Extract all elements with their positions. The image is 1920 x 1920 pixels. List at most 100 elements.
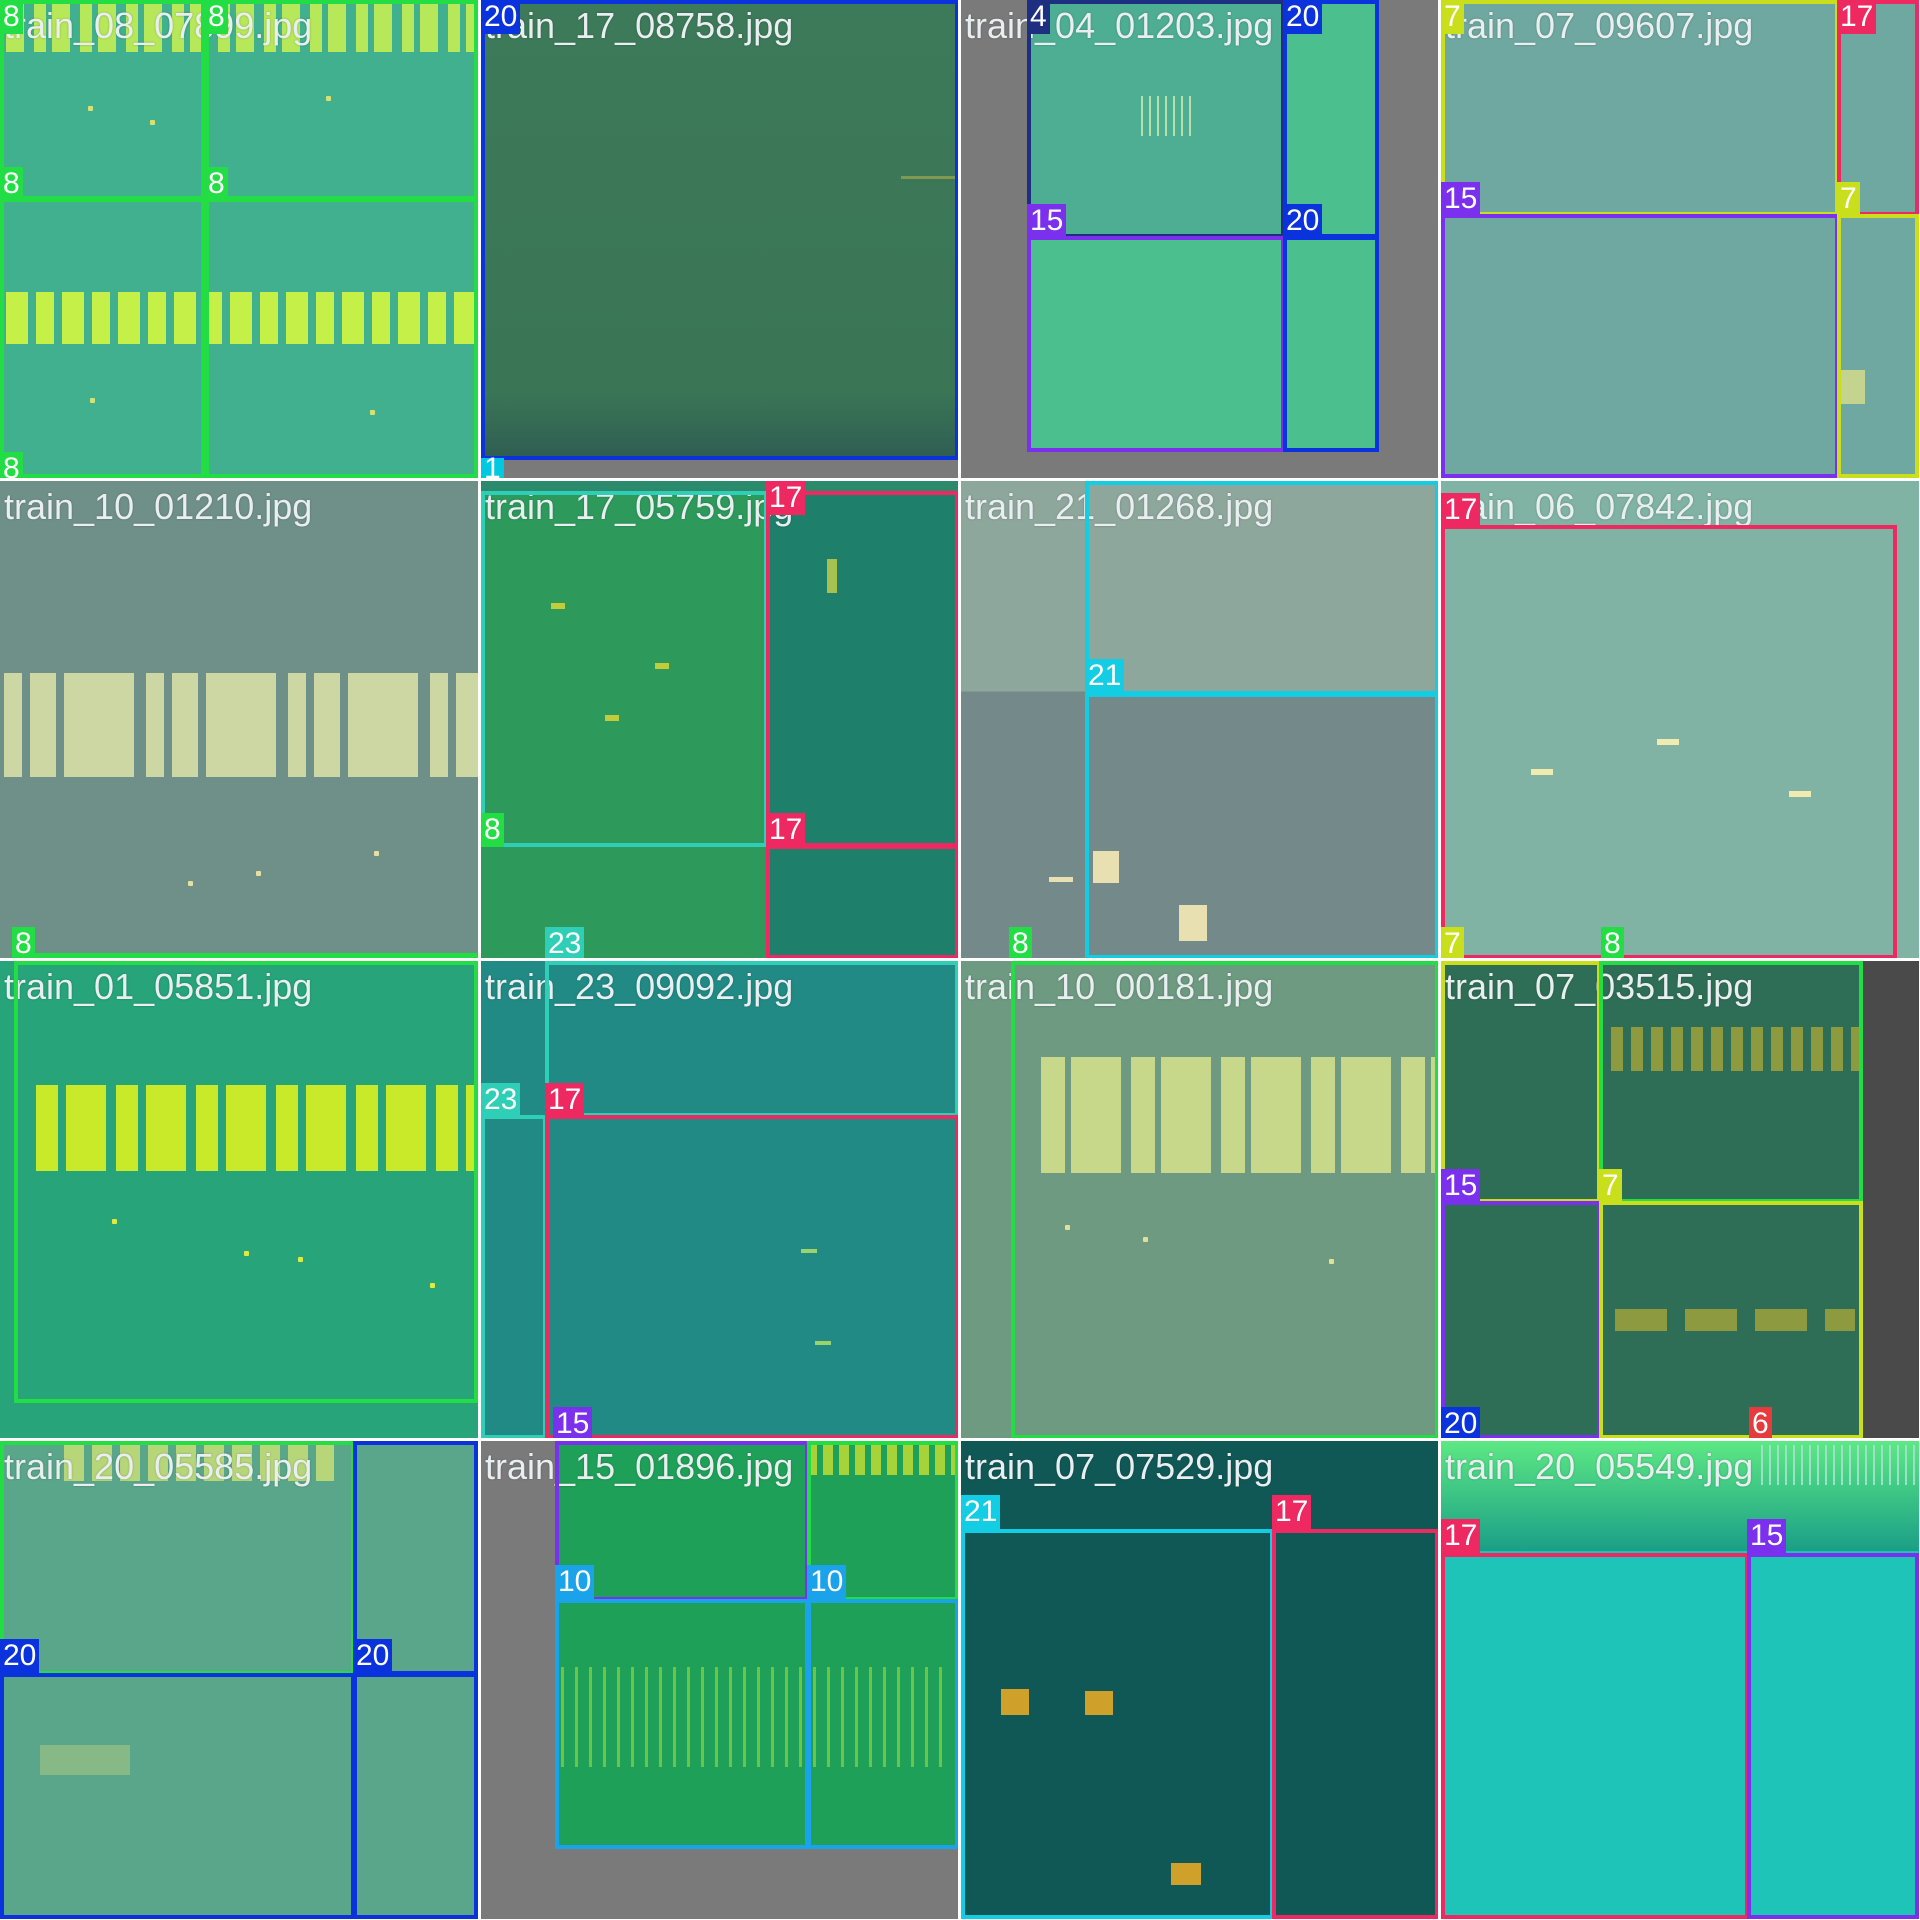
signal-trace [655,663,669,669]
signal-band [6,292,478,344]
signal-band [1841,370,1865,404]
signal-trace [1789,791,1811,797]
class-label: 17 [1441,1519,1481,1553]
signal-dot [150,120,155,125]
signal-burst [1171,1863,1201,1885]
class-label: 7 [1599,1169,1622,1203]
signal-band [1615,1309,1855,1331]
class-label: 8 [1009,927,1032,959]
class-label: 17 [766,813,806,847]
spectrogram-image [481,491,766,959]
class-label: 23 [481,1083,521,1117]
class-label: 20 [0,1639,40,1673]
signal-dot [188,881,193,886]
signal-burst [1085,1691,1113,1715]
class-label: 23 [545,927,585,959]
bounding-box [807,1599,959,1849]
signal-band [1761,1445,1919,1485]
class-label: 17 [766,481,806,515]
grid-separator [0,958,1920,961]
class-label: 17 [1272,1495,1312,1529]
class-label: 17 [1837,0,1877,34]
spectrogram-image [766,491,959,959]
tile-train-04-01203: train_04_01203.jpg 4 20 15 20 [961,0,1439,478]
bounding-box [1027,0,1285,238]
class-label: 8 [1601,927,1624,959]
class-label: 15 [1027,204,1067,238]
tile-train-06-07842: train_06_07842.jpg 17 7 8 [1441,481,1919,959]
bounding-box [1599,1201,1863,1439]
signal-burst [1179,905,1207,941]
signal-band [6,4,478,52]
signal-trace [1657,739,1679,745]
bounding-box [1441,214,1839,478]
signal-band [1041,1057,1439,1173]
bounding-box [766,845,959,959]
signal-dot [326,96,331,101]
bounding-box [766,491,959,847]
bounding-box [481,1115,547,1439]
signal-trace [827,559,837,593]
image-filename: train_10_01210.jpg [4,486,313,527]
bounding-box [481,491,768,847]
signal-dot [256,871,261,876]
class-label: 21 [961,1495,1001,1529]
signal-dot [88,106,93,111]
bounding-box [961,1529,1274,1919]
bounding-box [1837,214,1919,478]
bounding-box [1283,236,1379,452]
spectrogram-image [1441,481,1919,959]
image-filename: train_08_07899.jpg [4,5,313,46]
signal-burst [1093,851,1119,883]
bounding-box [1011,961,1439,1439]
class-label: 7 [1441,927,1464,959]
bounding-box [1441,1201,1601,1439]
signal-dot [90,398,95,403]
class-label: 20 [1283,0,1323,34]
signal-burst [1001,1689,1029,1715]
bounding-box [0,198,205,478]
signal-dot [1065,1225,1070,1230]
signal-band [4,673,478,777]
bounding-box [0,1441,355,1675]
tile-train-08-07899: train_08_07899.jpg 8 8 8 8 8 [0,0,478,478]
signal-dot [370,410,375,415]
bounding-box [1272,1529,1439,1919]
tile-train-20-05585: train_20_05585.jpg 8 20 20 20 [0,1441,478,1919]
tile-train-21-01268: train_21_01268.jpg 21 21 8 [961,481,1439,959]
signal-dot [430,1283,435,1288]
signal-trace [815,1341,831,1345]
class-label: 20 [481,0,521,34]
tile-train-07-03515: train_07_03515.jpg 15 7 20 6 [1441,961,1919,1439]
class-label: 15 [1747,1519,1787,1553]
class-label: 17 [545,1083,585,1117]
class-label: 8 [0,452,23,478]
image-filename: train_20_05585.jpg [4,1446,313,1487]
tile-train-15-01896: train_15_01896.jpg 15 8 10 10 [481,1441,959,1919]
bounding-box [0,1673,355,1919]
tile-train-10-01210: train_10_01210.jpg 8 [0,481,478,959]
bounding-box [1599,961,1863,1203]
spectrogram-image [961,961,1439,1439]
spectrogram-image [481,961,959,1439]
bounding-box [1085,693,1439,959]
tile-train-17-05759: train_17_05759.jpg 17 8 17 23 [481,481,959,959]
tile-train-17-08758: train_17_08758.jpg 20 1 [481,0,959,478]
spectrogram-image [0,1441,478,1919]
bounding-box [1441,1553,1749,1919]
spectrogram-image [1441,1551,1919,1919]
signal-trace [801,1249,817,1253]
bounding-box [545,1115,959,1439]
signal-trace [605,715,619,721]
class-label: 7 [1837,182,1860,216]
class-label: 10 [807,1565,847,1599]
bounding-box [353,1673,478,1919]
tile-train-07-07529: train_07_07529.jpg 21 17 [961,1441,1439,1919]
spectrogram-image [555,1441,959,1849]
bounding-box [1441,961,1601,1203]
bounding-box [205,0,478,200]
tile-train-20-05549: train_20_05549.jpg 17 15 [1441,1441,1919,1919]
bounding-box [1441,0,1839,216]
class-label: 20 [353,1639,393,1673]
